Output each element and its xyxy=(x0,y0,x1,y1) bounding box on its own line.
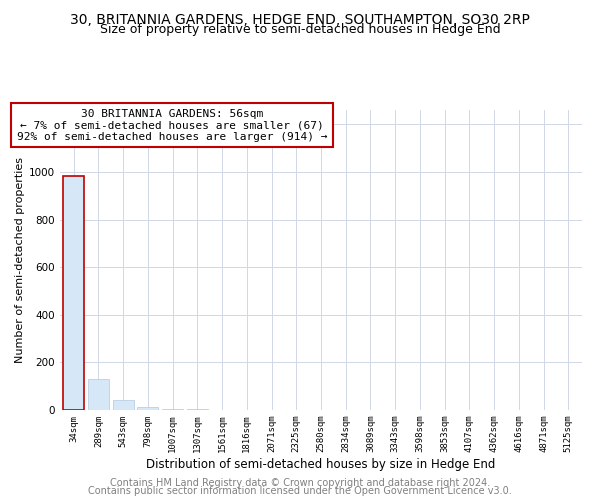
Text: 30 BRITANNIA GARDENS: 56sqm
← 7% of semi-detached houses are smaller (67)
92% of: 30 BRITANNIA GARDENS: 56sqm ← 7% of semi… xyxy=(17,108,328,142)
Bar xyxy=(63,176,84,410)
X-axis label: Distribution of semi-detached houses by size in Hedge End: Distribution of semi-detached houses by … xyxy=(146,458,496,471)
Text: Contains public sector information licensed under the Open Government Licence v3: Contains public sector information licen… xyxy=(88,486,512,496)
Bar xyxy=(137,407,158,410)
Bar xyxy=(88,379,109,410)
Bar xyxy=(113,400,134,410)
Bar xyxy=(162,409,183,410)
Text: 30, BRITANNIA GARDENS, HEDGE END, SOUTHAMPTON, SO30 2RP: 30, BRITANNIA GARDENS, HEDGE END, SOUTHA… xyxy=(70,12,530,26)
Text: Contains HM Land Registry data © Crown copyright and database right 2024.: Contains HM Land Registry data © Crown c… xyxy=(110,478,490,488)
Text: Size of property relative to semi-detached houses in Hedge End: Size of property relative to semi-detach… xyxy=(100,22,500,36)
Y-axis label: Number of semi-detached properties: Number of semi-detached properties xyxy=(15,157,25,363)
